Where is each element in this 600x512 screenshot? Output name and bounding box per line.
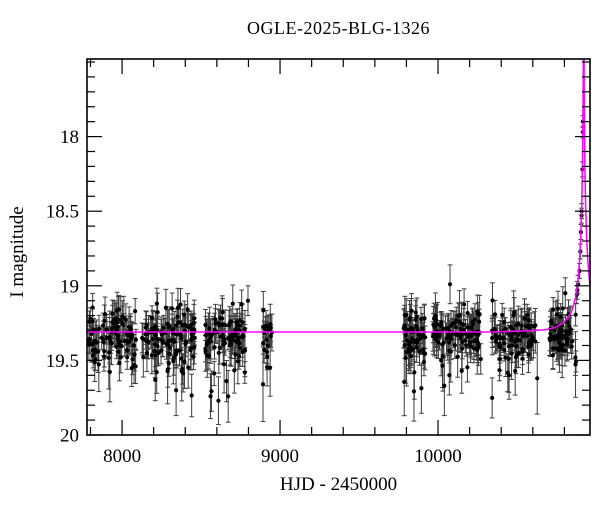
y-tick-label: 18.5 [46,202,79,223]
x-tick-label: 9000 [261,446,299,467]
y-tick-label: 20 [60,426,79,447]
x-tick-label: 8000 [103,446,141,467]
y-tick-label: 18 [60,127,79,148]
chart-title: OGLE-2025-BLG-1326 [247,18,430,38]
x-axis-label: HJD - 2450000 [279,474,398,495]
y-axis-label: I magnitude [7,206,28,298]
tick-labels: 8000 9000 10000 18 18.5 19 19.5 20 [46,127,462,467]
plot-frame [86,58,591,436]
model-curve [87,59,590,333]
y-tick-label: 19.5 [46,351,79,372]
x-tick-label: 10000 [414,446,462,467]
model-curve-group [87,59,590,333]
y-tick-label: 19 [60,276,79,297]
